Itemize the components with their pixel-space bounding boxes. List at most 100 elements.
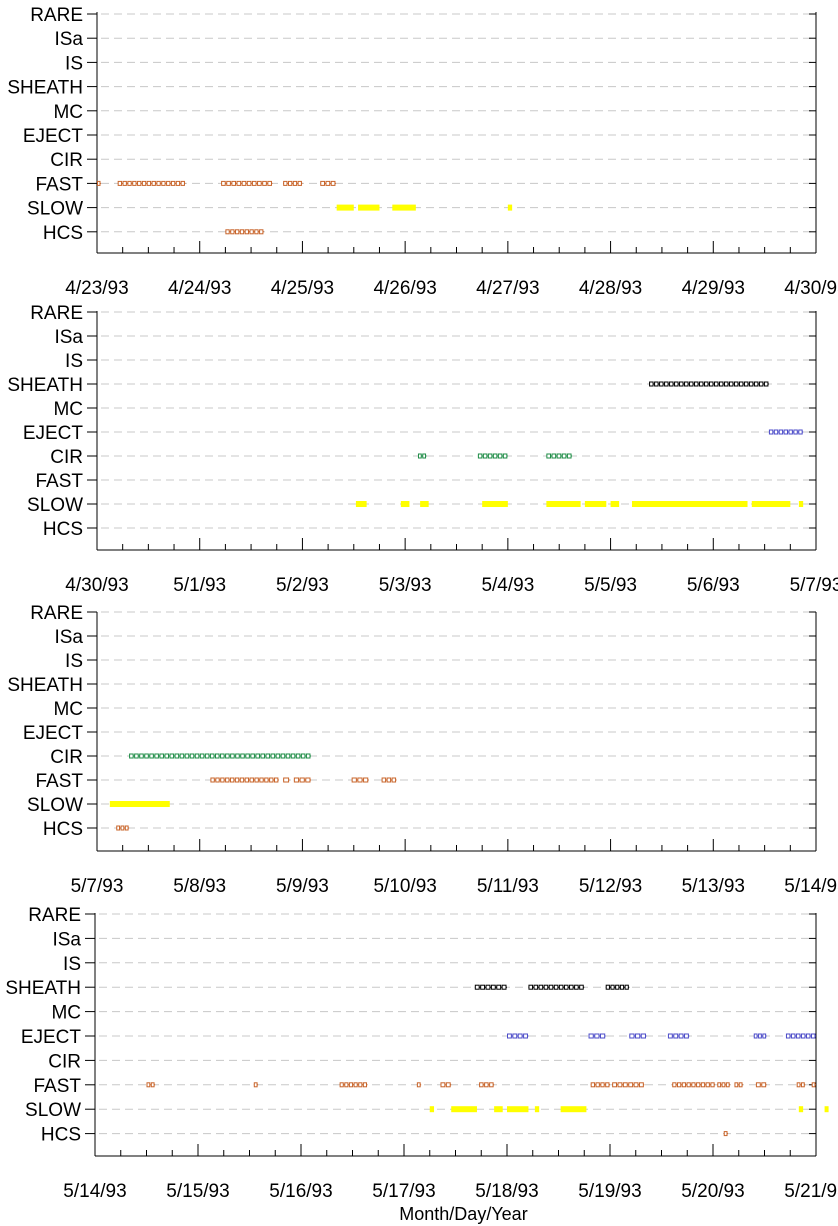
event-marker [245,753,250,759]
x-tick-label: 5/17/93 [372,1181,435,1202]
event-marker [553,984,559,990]
y-tick-label: ISa [54,327,83,348]
event-bar-fast [117,180,186,186]
y-tick-label: HCS [43,223,83,244]
x-tick-label: 5/14/93 [63,1181,126,1202]
event-bar-fast [221,180,273,186]
event-marker [785,1033,791,1039]
event-marker [717,1082,722,1088]
event-marker [235,229,240,235]
x-tick-label: 5/8/93 [173,876,226,897]
event-marker [249,229,254,235]
event-marker [144,753,149,759]
event-marker [622,1082,628,1088]
event-marker [129,753,134,759]
x-tick-label: 5/7/93 [790,575,838,596]
event-marker [221,180,226,186]
event-marker [485,984,491,990]
event-marker [723,381,729,387]
event-marker [151,180,156,186]
event-marker [259,229,264,235]
event-marker [811,1082,816,1088]
event-marker [348,1082,354,1088]
event-marker [127,180,132,186]
y-tick-label: HCS [43,519,83,540]
event-bar-cir [129,753,311,759]
event-marker [285,753,291,759]
event-marker [686,1082,691,1088]
event-bar-eject [785,1033,816,1039]
event-marker [440,1082,446,1088]
event-marker [659,381,664,387]
event-marker [325,180,331,186]
event-marker [763,381,769,387]
event-marker [501,984,507,990]
event-marker [363,777,369,783]
event-marker [594,1033,600,1039]
y-tick-label: MC [53,102,83,123]
event-marker [748,381,754,387]
x-tick-label: 5/2/93 [276,575,329,596]
event-marker [170,180,176,186]
event-marker [169,753,175,759]
event-marker [664,381,669,387]
event-marker [273,777,279,783]
event-marker [204,753,210,759]
y-tick-label: CIR [50,447,83,468]
event-bar-slow [429,1106,435,1113]
event-marker [482,453,488,459]
event-marker [132,180,137,186]
event-marker [230,753,235,759]
x-tick-label: 4/24/93 [168,278,231,299]
event-marker [679,381,684,387]
event-bar-cir [417,453,427,459]
event-marker [295,753,301,759]
event-marker [728,381,734,387]
event-marker [269,777,274,783]
event-marker [230,229,235,235]
event-marker [778,429,784,435]
event-marker [496,984,502,990]
event-marker [117,180,123,186]
event-marker [122,180,127,186]
event-bar-fast [320,180,336,186]
event-marker [649,381,654,387]
event-marker [381,777,387,783]
y-tick-label: ISa [54,627,83,648]
event-marker [669,381,674,387]
event-marker [353,1082,358,1088]
event-marker [548,984,554,990]
event-marker [267,180,272,186]
event-marker [705,1082,710,1088]
y-tick-label: IS [65,651,83,672]
event-marker [566,453,572,459]
event-marker [691,1082,696,1088]
event-marker [599,1033,606,1039]
y-tick-label: FAST [33,1076,81,1097]
event-marker [734,1082,739,1088]
event-bar-fast [283,180,303,186]
event-marker [225,753,230,759]
event-marker [250,753,255,759]
event-bar-fast [755,1082,767,1088]
event-bar-slow [420,501,429,507]
event-bar-fast [717,1082,731,1088]
event-marker [800,1082,805,1088]
event-marker [351,777,357,783]
event-marker [605,984,610,990]
event-bar-fast [339,1082,368,1088]
event-marker [141,180,147,186]
x-tick-label: 5/14/93 [784,876,838,897]
event-marker [512,1033,518,1039]
event-marker [628,1082,634,1088]
event-bar-fast [796,1082,806,1088]
event-marker [783,429,788,435]
event-marker [713,381,719,387]
event-marker [533,984,539,990]
event-marker [292,180,298,186]
y-tick-label: IS [63,954,81,975]
y-tick-label: SLOW [25,1100,81,1121]
event-marker [283,180,288,186]
event-marker [556,453,562,459]
event-bar-fast [210,777,279,783]
